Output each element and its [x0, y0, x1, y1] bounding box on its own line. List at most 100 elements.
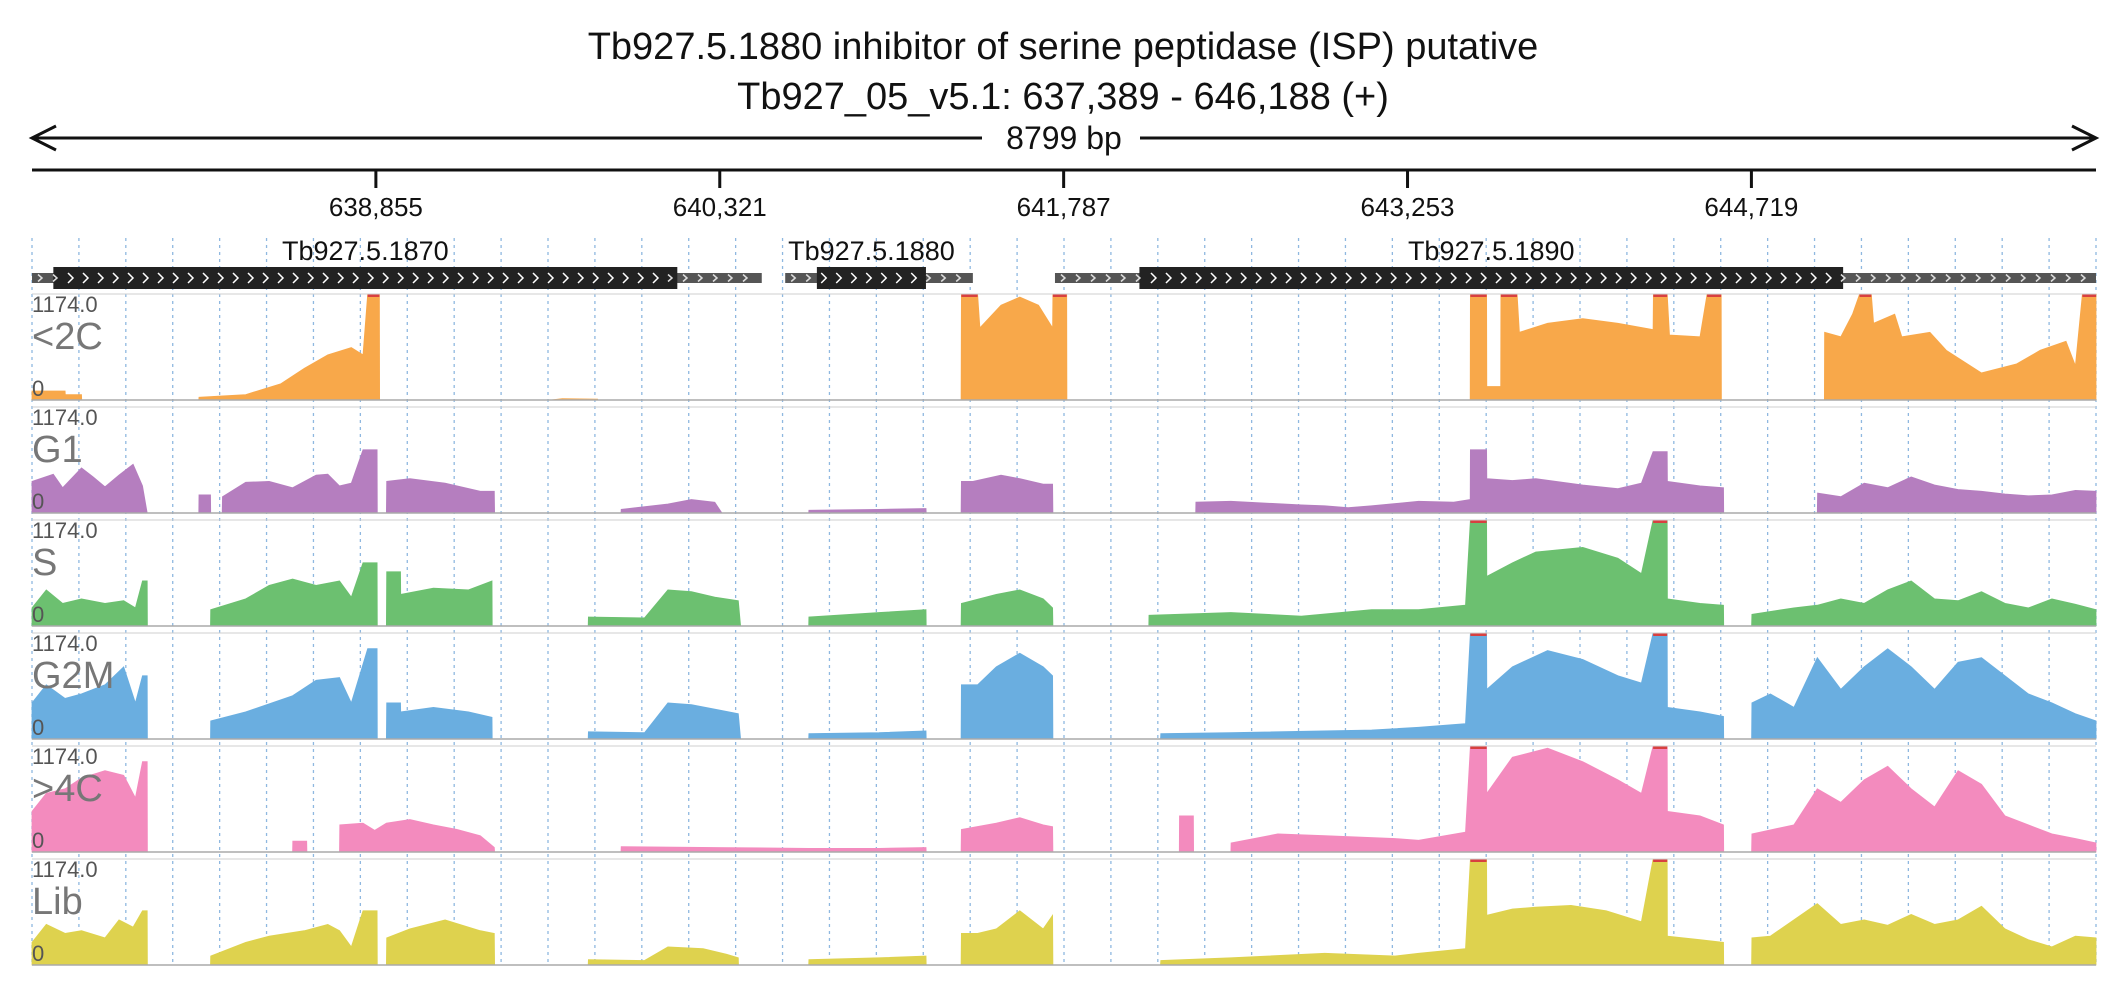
clip-marker: [1470, 746, 1487, 749]
strand-chevron: [1720, 272, 1728, 284]
strand-chevron: [337, 272, 345, 284]
clip-marker: [1653, 520, 1668, 523]
strand-chevron: [1645, 272, 1653, 284]
coverage-area: [31, 858, 2097, 966]
gene-Tb927.5.1890: Tb927.5.1890: [1054, 236, 2096, 289]
strand-chevron: [790, 273, 797, 283]
strand-chevron: [727, 273, 734, 283]
strand-chevron: [1420, 272, 1428, 284]
clip-marker: [1653, 294, 1668, 297]
strand-chevron: [910, 272, 918, 284]
strand-chevron: [1660, 272, 1668, 284]
strand-chevron: [1495, 272, 1503, 284]
strand-chevron: [457, 272, 465, 284]
strand-chevron: [142, 272, 150, 284]
track-min-label: 0: [32, 489, 44, 514]
clip-marker: [1653, 633, 1668, 636]
clip-marker: [1653, 746, 1668, 749]
strand-chevron: [1915, 273, 1922, 283]
strand-chevron: [637, 272, 645, 284]
track-name-label: Lib: [32, 881, 83, 923]
strand-chevron: [67, 272, 75, 284]
strand-chevron: [352, 272, 360, 284]
strand-chevron: [1090, 273, 1097, 283]
track-4C-4: 1174.0 0 >4C: [31, 744, 2097, 853]
strand-chevron: [487, 272, 495, 284]
strand-chevron: [1945, 273, 1952, 283]
strand-chevron: [1330, 272, 1338, 284]
strand-chevron: [820, 272, 828, 284]
clip-marker: [1470, 859, 1487, 862]
coverage-area: [31, 449, 2097, 514]
strand-chevron: [82, 272, 90, 284]
strand-chevron: [397, 272, 405, 284]
strand-chevron: [805, 273, 812, 283]
coordinate-ruler: 638,855 640,321 641,787 643,253 644,719: [32, 168, 2096, 222]
strand-chevron: [1735, 272, 1743, 284]
clip-marker: [1859, 294, 1872, 297]
strand-chevron: [697, 273, 704, 283]
ruler-tick-label: 638,855: [329, 192, 423, 222]
track-max-label: 1174.0: [32, 292, 98, 317]
strand-chevron: [2050, 273, 2057, 283]
strand-chevron: [262, 272, 270, 284]
track-max-label: 1174.0: [32, 857, 98, 882]
strand-chevron: [1900, 273, 1907, 283]
strand-chevron: [865, 272, 873, 284]
strand-chevron: [667, 273, 674, 283]
strand-chevron: [547, 272, 555, 284]
strand-chevron: [1195, 272, 1203, 284]
strand-chevron: [2065, 273, 2072, 283]
clip-marker: [1470, 633, 1487, 636]
strand-chevron: [2035, 273, 2042, 283]
strand-chevron: [1465, 272, 1473, 284]
strand-chevron: [127, 272, 135, 284]
strand-chevron: [2020, 273, 2027, 283]
strand-chevron: [1375, 272, 1383, 284]
strand-chevron: [1315, 272, 1323, 284]
track-2C-0: 1174.0 0 <2C: [31, 292, 2097, 401]
strand-chevron: [1450, 272, 1458, 284]
clip-marker: [1500, 294, 1518, 297]
strand-chevron: [412, 272, 420, 284]
track-name-label: G1: [32, 429, 83, 471]
strand-chevron: [1990, 273, 1997, 283]
strand-chevron: [1930, 273, 1937, 283]
strand-chevron: [1510, 272, 1518, 284]
strand-chevron: [307, 272, 315, 284]
strand-chevron: [1675, 272, 1683, 284]
strand-chevron: [1180, 272, 1188, 284]
strand-chevron: [1150, 272, 1158, 284]
strand-chevron: [1810, 272, 1818, 284]
strand-chevron: [472, 272, 480, 284]
gene-track: Tb927.5.1870 Tb927.5.1880 Tb927.5.1890: [32, 236, 2096, 289]
strand-chevron: [1210, 272, 1218, 284]
gene-cds: [1139, 267, 1844, 289]
track-name-label: >4C: [32, 768, 103, 810]
coverage-area: [31, 745, 2097, 853]
strand-chevron: [1360, 272, 1368, 284]
strand-chevron: [157, 272, 165, 284]
clip-marker: [2082, 294, 2096, 297]
strand-chevron: [1285, 272, 1293, 284]
track-min-label: 0: [32, 941, 44, 966]
strand-chevron: [1270, 272, 1278, 284]
length-arrow-right-head: [2071, 124, 2100, 152]
strand-chevron: [1975, 273, 1982, 283]
coverage-tracks: 1174.00<2C1174.00G11174.00S1174.00G2M117…: [31, 292, 2097, 966]
track-G1-1: 1174.0 0 G1: [31, 405, 2097, 514]
gene-label: Tb927.5.1870: [282, 236, 449, 266]
strand-chevron: [367, 272, 375, 284]
coverage-area: [31, 632, 2097, 740]
clip-marker: [1470, 520, 1487, 523]
strand-chevron: [607, 272, 615, 284]
track-name-label: <2C: [32, 316, 103, 358]
strand-chevron: [682, 273, 689, 283]
strand-chevron: [1885, 273, 1892, 283]
track-min-label: 0: [32, 828, 44, 853]
track-max-label: 1174.0: [32, 405, 98, 430]
strand-chevron: [217, 272, 225, 284]
strand-chevron: [502, 272, 510, 284]
strand-chevron: [1630, 272, 1638, 284]
strand-chevron: [187, 272, 195, 284]
